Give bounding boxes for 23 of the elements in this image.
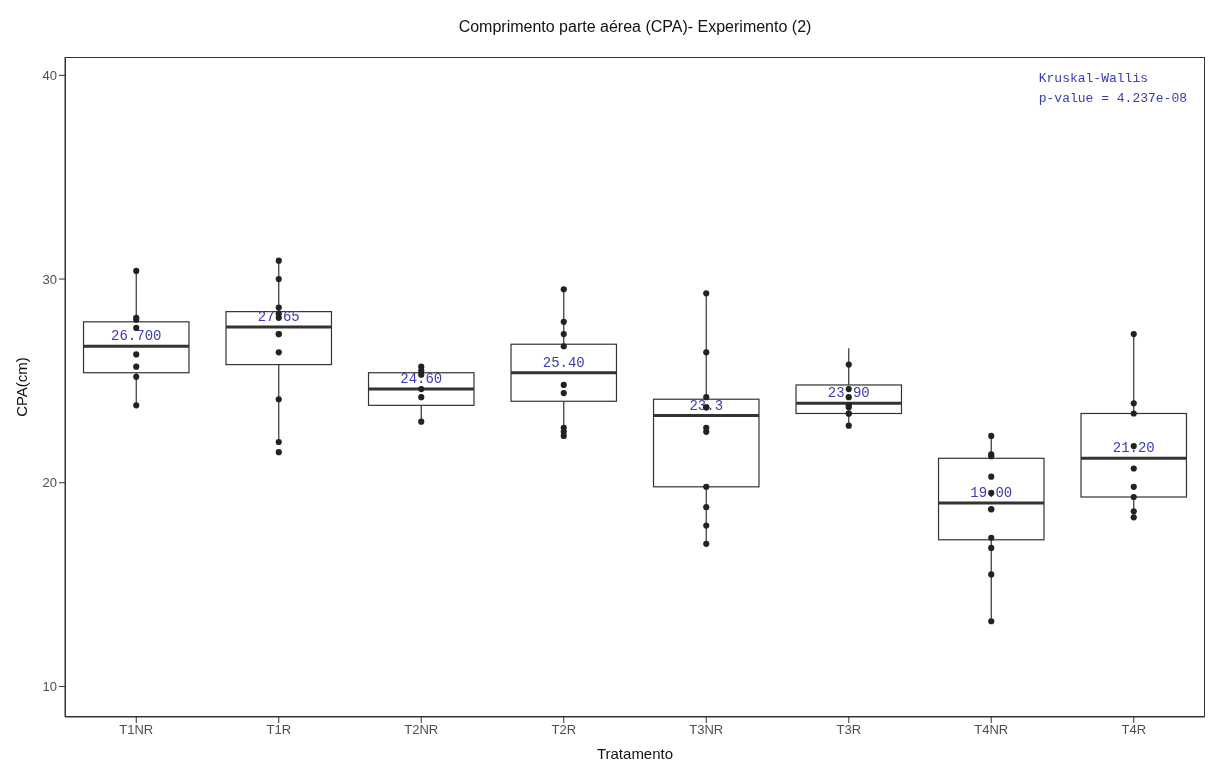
text: 21.20 <box>1112 440 1155 457</box>
chart-title: Comprimento parte aérea (CPA)- Experimento (2) <box>457 18 813 36</box>
x-tick-label: T1NR <box>119 722 154 738</box>
x-tick-label: T4R <box>1121 722 1147 738</box>
text: 25.40 <box>542 354 585 371</box>
text: 24.60 <box>400 371 443 388</box>
x-tick-label: T1R <box>266 722 292 738</box>
annotation: Kruskal-Wallis <box>1038 70 1149 88</box>
x-tick-label: T2NR <box>404 722 439 738</box>
y-axis-title: CPA(cm) <box>13 357 31 417</box>
text: 23.90 <box>827 385 870 402</box>
annotation: p-value = 4.237e-08 <box>1038 90 1187 108</box>
y-tick-label: 30 <box>42 271 57 287</box>
y-tick-label: 10 <box>42 679 57 695</box>
text: 26.700 <box>111 328 162 345</box>
x-tick-label: T3NR <box>689 722 724 738</box>
y-tick-label: 20 <box>42 475 57 491</box>
x-tick-label: T3R <box>836 722 862 738</box>
text: 19.00 <box>970 485 1013 502</box>
x-tick-label: T2R <box>551 722 577 738</box>
x-tick-label: T4NR <box>974 722 1009 738</box>
x-axis-title: Tratamento <box>596 745 674 762</box>
y-tick-label: 40 <box>42 67 57 83</box>
